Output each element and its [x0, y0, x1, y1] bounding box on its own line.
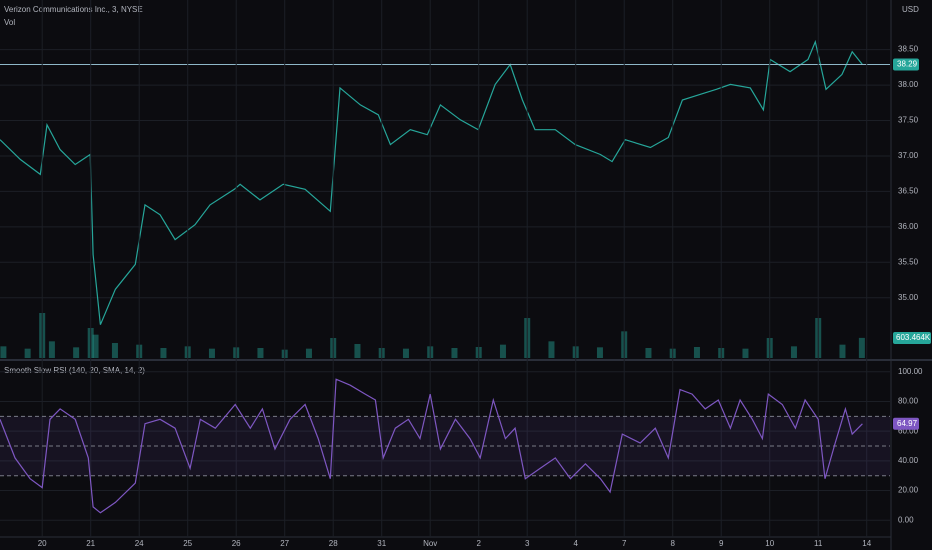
- value-tag-bg: [893, 58, 919, 71]
- x-tick-label: 14: [862, 539, 871, 548]
- x-tick-label: 8: [670, 539, 675, 548]
- x-tick-label: 10: [765, 539, 774, 548]
- x-tick-label: 21: [86, 539, 95, 548]
- y-tick-label: 35.50: [898, 257, 919, 266]
- x-tick-label: 7: [622, 539, 627, 548]
- x-tick-label: 28: [329, 539, 338, 548]
- x-tick-label: 3: [525, 539, 530, 548]
- series-line: [0, 39, 863, 325]
- bar: [305, 348, 312, 358]
- y-tick-label: 20.00: [898, 486, 919, 495]
- x-tick-label: 26: [232, 539, 241, 548]
- x-tick-label: 9: [719, 539, 724, 548]
- y-tick-label: 100.00: [898, 367, 923, 376]
- y-tick-label: 0.00: [898, 515, 914, 524]
- bar: [790, 346, 797, 358]
- value-tag: 64.97: [897, 419, 918, 428]
- x-tick-label: 25: [183, 539, 192, 548]
- chart-title: Verizon Communications Inc., 3, NYSE: [4, 5, 143, 14]
- y-tick-label: 80.00: [898, 397, 919, 406]
- bar: [257, 348, 264, 358]
- x-tick-label: 11: [814, 539, 823, 548]
- y-tick-label: 60.00: [898, 426, 919, 435]
- volume-title: Vol: [4, 18, 15, 27]
- value-tag: 38.29: [897, 60, 918, 69]
- bar: [111, 343, 118, 358]
- bar: [24, 348, 31, 358]
- value-tag-bg: [893, 332, 931, 344]
- bar: [596, 347, 603, 358]
- bar: [92, 334, 99, 358]
- x-tick-label: 27: [280, 539, 289, 548]
- bar: [693, 347, 700, 358]
- bar: [73, 347, 80, 358]
- currency-label: USD: [902, 5, 919, 14]
- value-tag: 603.464K: [896, 333, 931, 342]
- bar: [48, 341, 55, 358]
- bar: [499, 344, 506, 358]
- x-tick-label: 31: [377, 539, 386, 548]
- bar: [645, 348, 652, 358]
- bar: [402, 348, 409, 358]
- x-tick-label: 20: [38, 539, 47, 548]
- bar: [160, 348, 167, 358]
- y-tick-label: 35.00: [898, 293, 919, 302]
- bar: [354, 344, 361, 358]
- x-tick-label: 2: [476, 539, 481, 548]
- bar: [839, 344, 846, 358]
- y-tick-label: 36.00: [898, 222, 919, 231]
- bar: [0, 346, 7, 358]
- bar: [451, 348, 458, 358]
- y-tick-label: 40.00: [898, 456, 919, 465]
- bar: [742, 348, 749, 358]
- y-tick-label: 36.50: [898, 187, 919, 196]
- value-tag-bg: [893, 417, 919, 430]
- y-tick-label: 37.00: [898, 151, 919, 160]
- x-tick-label: 4: [573, 539, 578, 548]
- y-tick-label: 37.50: [898, 116, 919, 125]
- indicator-title: Smooth Slow RSI (140, 20, SMA, 14, 2): [4, 366, 145, 375]
- x-tick-label: 24: [135, 539, 144, 548]
- bar: [208, 348, 215, 358]
- bar: [858, 337, 865, 358]
- bar: [548, 341, 555, 358]
- y-tick-label: 38.50: [898, 45, 919, 54]
- series-line: [0, 378, 863, 514]
- y-tick-label: 38.00: [898, 80, 919, 89]
- x-tick-label: Nov: [423, 539, 437, 548]
